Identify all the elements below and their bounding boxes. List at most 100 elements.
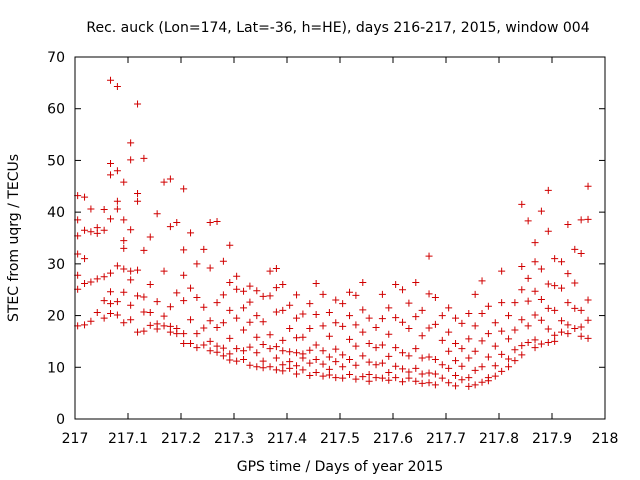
data-point: [524, 322, 532, 330]
data-point: [392, 344, 400, 352]
data-point: [405, 352, 413, 360]
data-point: [253, 287, 261, 295]
data-point: [180, 297, 188, 305]
data-point: [127, 156, 135, 164]
data-point: [531, 311, 539, 319]
data-point: [452, 357, 460, 365]
data-point: [259, 318, 267, 326]
data-point: [378, 374, 386, 382]
data-point: [359, 373, 367, 381]
data-point: [524, 217, 532, 225]
data-point: [518, 351, 526, 359]
data-point: [213, 348, 221, 356]
data-point: [405, 374, 413, 382]
data-point: [498, 267, 506, 275]
data-point: [378, 359, 386, 367]
data-point: [452, 314, 460, 322]
data-point: [465, 354, 473, 362]
data-point: [113, 167, 121, 175]
data-point: [392, 374, 400, 382]
data-point: [153, 210, 161, 218]
data-point: [87, 205, 95, 213]
x-tick-label: 217.9: [532, 431, 572, 447]
data-point: [306, 372, 314, 380]
data-point: [134, 266, 142, 274]
data-point: [259, 357, 267, 365]
data-point: [226, 278, 234, 286]
data-point: [166, 328, 174, 336]
data-point: [153, 298, 161, 306]
data-point: [372, 361, 380, 369]
data-point: [200, 341, 208, 349]
data-point: [465, 310, 473, 318]
data-point: [306, 346, 314, 354]
data-point: [219, 352, 227, 360]
data-point: [253, 349, 261, 357]
data-point: [127, 226, 135, 234]
data-point: [312, 280, 320, 288]
data-point: [127, 316, 135, 324]
x-tick-label: 217.3: [214, 431, 254, 447]
data-point: [339, 363, 347, 371]
data-point: [385, 330, 393, 338]
data-point: [279, 281, 287, 289]
data-point: [240, 326, 248, 334]
data-point: [418, 354, 426, 362]
data-point: [551, 282, 559, 290]
data-point: [484, 330, 492, 338]
data-point: [81, 226, 89, 234]
data-point: [100, 206, 108, 214]
data-point: [577, 332, 585, 340]
data-point: [498, 327, 506, 335]
data-point: [266, 331, 274, 339]
data-point: [471, 381, 479, 389]
data-point: [365, 314, 373, 322]
data-point: [219, 291, 227, 299]
data-point: [160, 322, 168, 330]
data-point: [438, 312, 446, 320]
data-point: [134, 197, 142, 205]
data-point: [544, 227, 552, 235]
data-point: [200, 245, 208, 253]
data-point: [372, 323, 380, 331]
data-point: [240, 347, 248, 355]
data-point: [399, 378, 407, 386]
data-point: [551, 306, 559, 314]
data-point: [346, 312, 354, 320]
data-point: [484, 353, 492, 361]
y-tick-label: 10: [47, 360, 65, 376]
data-point: [206, 317, 214, 325]
data-point: [505, 355, 513, 363]
data-point: [193, 293, 201, 301]
data-point: [206, 218, 214, 226]
data-point: [577, 323, 585, 331]
data-point: [537, 296, 545, 304]
data-point: [392, 362, 400, 370]
y-tick-label: 30: [47, 257, 65, 273]
data-point: [166, 223, 174, 231]
data-point: [524, 297, 532, 305]
data-point: [378, 341, 386, 349]
data-point: [452, 372, 460, 380]
data-point: [458, 319, 466, 327]
data-point: [246, 298, 254, 306]
data-point: [206, 337, 214, 345]
data-point: [537, 207, 545, 215]
data-point: [418, 370, 426, 378]
data-point: [378, 315, 386, 323]
data-point: [299, 333, 307, 341]
data-point: [93, 308, 101, 316]
data-point: [491, 342, 499, 350]
data-point: [385, 304, 393, 312]
data-point: [531, 287, 539, 295]
data-point: [544, 304, 552, 312]
data-point: [107, 160, 115, 168]
data-point: [445, 364, 453, 372]
data-point: [471, 290, 479, 298]
data-point: [352, 361, 360, 369]
data-point: [219, 319, 227, 327]
data-point: [325, 371, 333, 379]
data-point: [113, 82, 121, 90]
data-point: [551, 331, 559, 339]
data-point: [286, 325, 294, 332]
